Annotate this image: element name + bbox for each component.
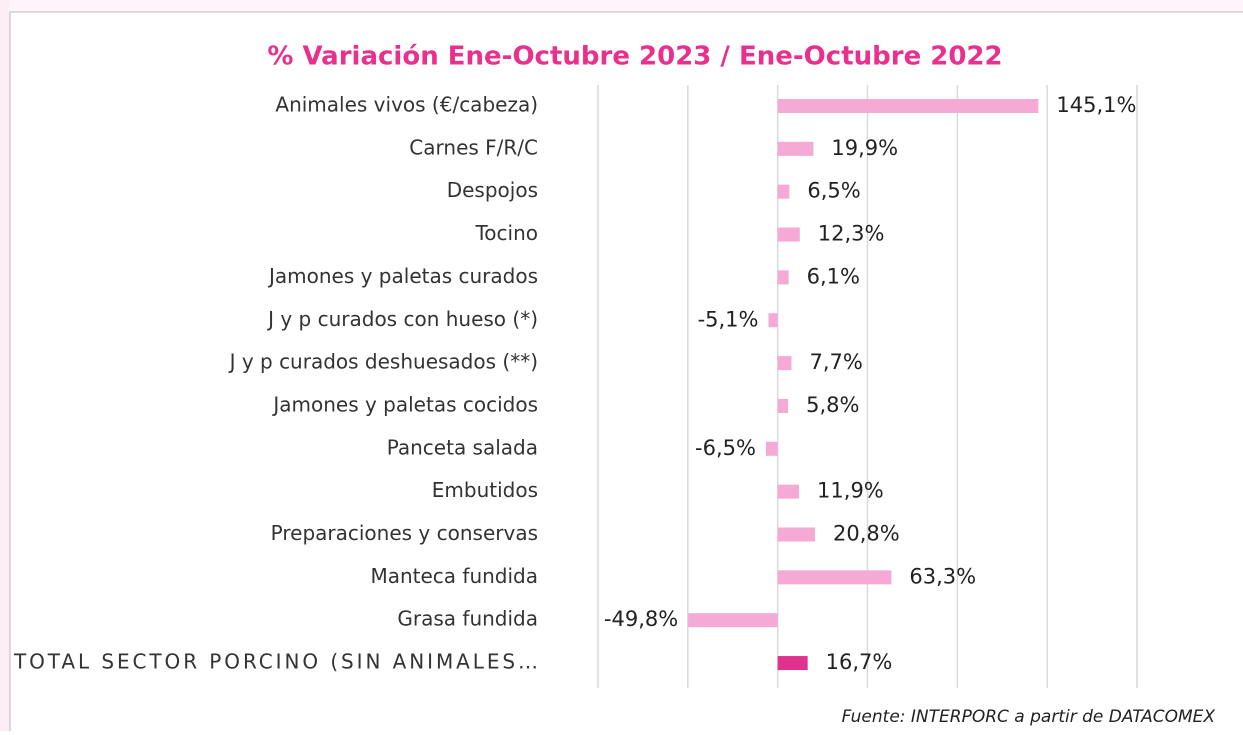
slide-background [10,0,1243,12]
y-tick-label: TOTAL SECTOR PORCINO (SIN ANIMALES… [13,650,538,674]
data-label: 11,9% [817,479,884,503]
bar [777,656,808,671]
data-label: 16,7% [826,650,893,674]
y-tick-label: Panceta salada [387,435,538,459]
bar [777,184,790,199]
data-label: 20,8% [833,522,900,546]
source: Fuente: INTERPORC a partir de DATACOMEX [842,707,1216,727]
data-label: -49,8% [604,607,678,631]
data-label: 6,5% [807,179,860,203]
y-tick-label: Manteca fundida [370,564,538,588]
y-tick-label: Animales vivos (€/cabeza) [275,93,538,117]
bar [777,356,792,371]
slide-background [0,0,10,731]
data-label: 12,3% [818,222,885,246]
bar [688,613,778,628]
y-tick-label: J y p curados deshuesados (**) [228,350,538,374]
bar [777,141,814,156]
y-tick-label: Tocino [474,221,538,245]
bar [777,570,892,585]
data-label: 63,3% [909,564,976,588]
y-tick-label: Preparaciones y conservas [271,521,538,545]
bar [777,227,800,242]
data-label: 7,7% [810,350,863,374]
data-label: 145,1% [1056,93,1136,117]
data-label: -6,5% [695,436,756,460]
y-tick-label: Jamones y paletas curados [267,264,538,288]
bar [768,313,778,328]
data-label: 19,9% [831,136,898,160]
y-tick-label: Carnes F/R/C [409,135,538,159]
bar [777,484,800,499]
bar [777,270,789,285]
y-tick-label: Despojos [447,178,538,202]
bar [765,441,778,456]
y-tick-label: Jamones y paletas cocidos [271,392,538,416]
bar [777,99,1039,113]
data-label: -5,1% [698,307,759,331]
bar [777,398,789,413]
chart-title: % Variación Ene-Octubre 2023 / Ene-Octub… [267,42,1002,72]
y-tick-label: Embutidos [432,478,538,502]
y-tick-label: Grasa fundida [397,607,538,631]
data-label: 6,1% [807,264,860,288]
bar [777,527,816,542]
data-label: 5,8% [806,393,859,417]
y-tick-label: J y p curados con hueso (*) [266,307,538,331]
